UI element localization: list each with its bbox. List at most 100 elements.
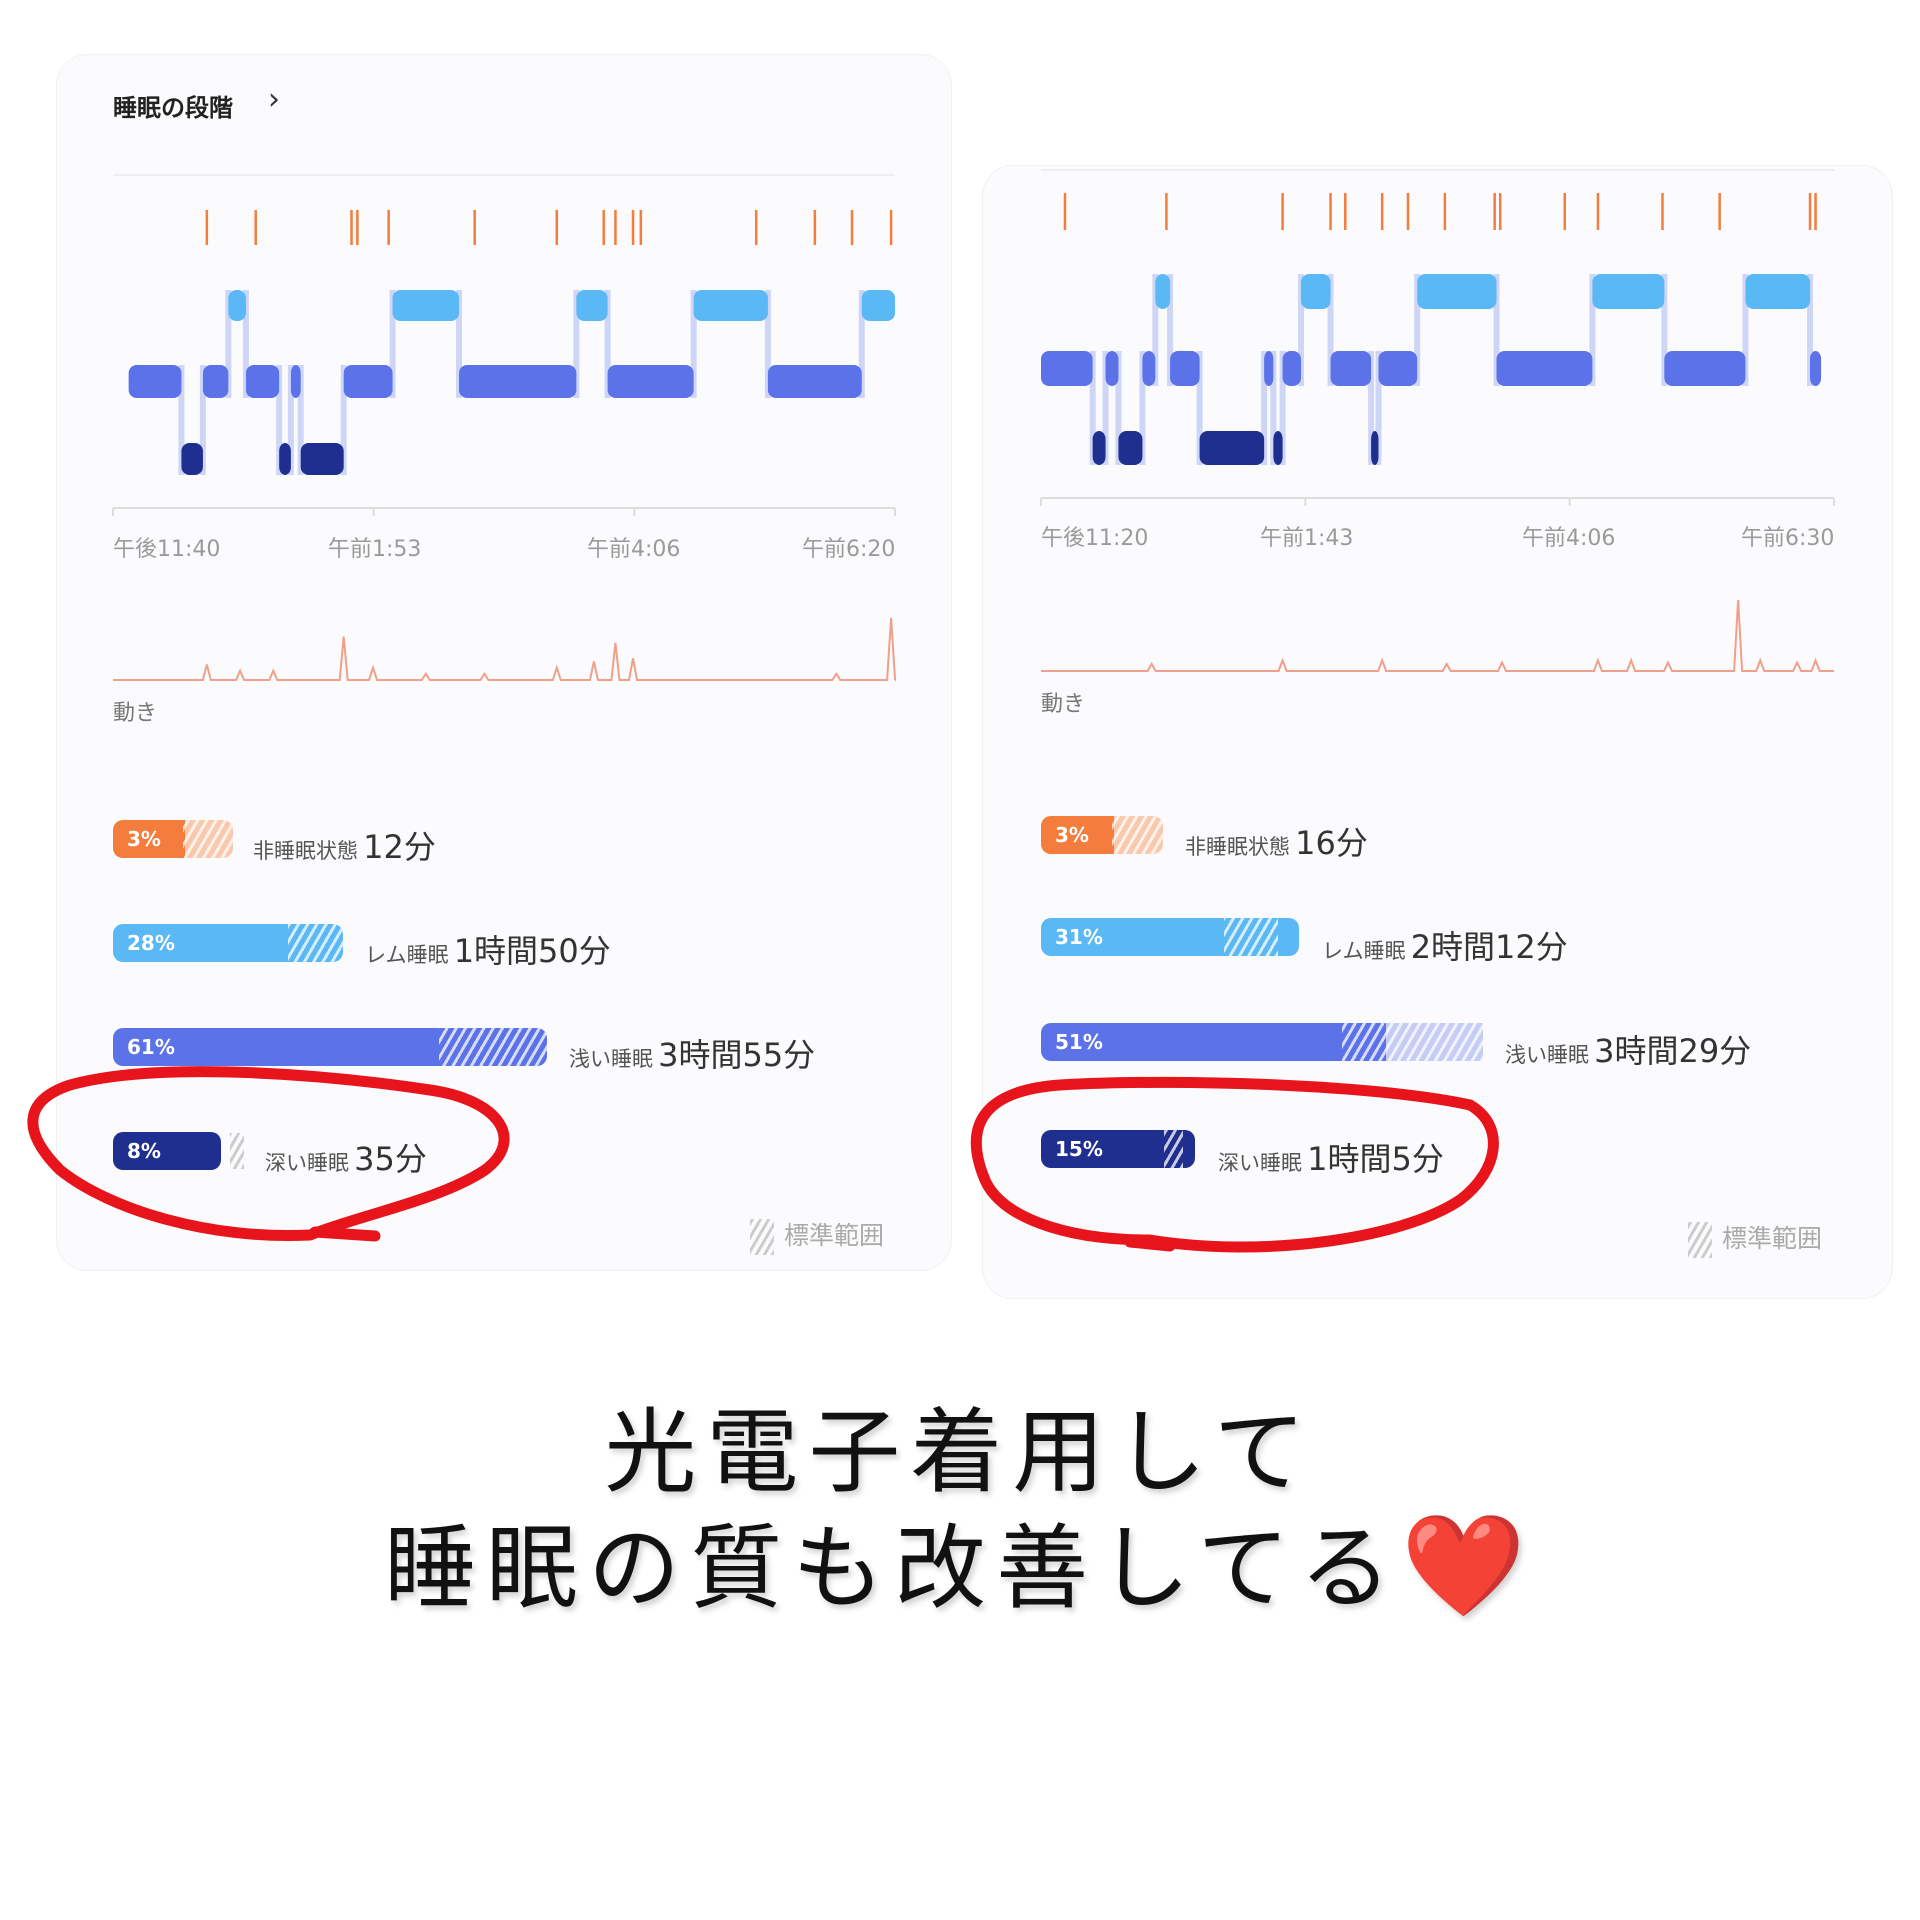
normal-range-legend: 標準範囲 (750, 1216, 884, 1255)
stage-transition (1196, 351, 1203, 465)
stage-transition (297, 365, 304, 475)
stage-segment-deep (279, 443, 291, 475)
stage-segment-light (202, 365, 229, 398)
x-tick: 午前6:30 (1741, 526, 1835, 551)
stage-transition (1327, 274, 1334, 386)
x-tick: 午前6:20 (802, 537, 896, 562)
legend-row-rem: レム睡眠 2時間12分 (1322, 928, 1568, 966)
stage-transition (1368, 351, 1375, 465)
stage-transition (1414, 274, 1421, 386)
legend-bar-awake: 3% (113, 820, 233, 858)
legend-bar-awake: 3% (1041, 816, 1163, 854)
caption-line-2: 睡眠の質も改善してる❤️ (384, 1507, 1536, 1624)
x-tick: 午前1:53 (328, 537, 422, 562)
legend-row-awake: 非睡眠状態 12分 (253, 828, 436, 866)
stage-segment-light (343, 365, 393, 398)
stage-segment-rem (1301, 274, 1331, 309)
x-tick: 午後11:40 (113, 537, 221, 562)
stage-transition (1261, 351, 1268, 465)
stage-segment-light (1142, 351, 1156, 386)
stage-segment-light (459, 365, 577, 398)
stage-segment-deep (1092, 431, 1106, 465)
stage-transition (1139, 351, 1146, 465)
stage-transition (764, 290, 771, 398)
hatch-swatch-icon (1688, 1222, 1712, 1258)
stage-transition (858, 290, 865, 398)
stage-transition (1115, 351, 1122, 465)
x-tick: 午前4:06 (1522, 526, 1616, 551)
stage-segment-light (1105, 351, 1119, 386)
stage-transition (242, 290, 249, 398)
stage-transition (178, 365, 185, 475)
hatch-swatch-icon (750, 1219, 774, 1255)
stage-segment-light (1496, 351, 1593, 386)
legend-row-rem: レム睡眠 1時間50分 (365, 932, 611, 970)
section-title[interactable]: 睡眠の段階 (113, 94, 233, 122)
normal-range-legend: 標準範囲 (1688, 1219, 1822, 1258)
x-tick: 午前4:06 (587, 537, 681, 562)
x-tick: 午後11:20 (1041, 526, 1149, 551)
stage-segment-deep (1199, 431, 1265, 465)
stage-transition (1167, 274, 1174, 386)
red-circle-annotation (27, 1066, 510, 1242)
stage-segment-rem (1417, 274, 1497, 309)
caption-line-1: 光電子着用して (604, 1399, 1316, 1506)
legend-bar-rem: 31% (1041, 918, 1299, 956)
stage-segment-rem (576, 290, 608, 321)
stage-transition (1742, 274, 1749, 386)
stage-transition (1279, 351, 1286, 465)
legend-row-light: 浅い睡眠 3時間55分 (569, 1036, 816, 1074)
stage-transition (690, 290, 697, 398)
legend-bar-rem: 28% (113, 924, 343, 962)
legend-bar-deep: 8% (113, 1132, 221, 1170)
x-tick: 午前1:43 (1260, 526, 1354, 551)
movement-label: 動き (1041, 692, 1086, 717)
stage-segment-rem (392, 290, 460, 321)
stage-segment-light (1041, 351, 1093, 386)
stage-transition (225, 290, 232, 398)
stage-segment-deep (181, 443, 203, 475)
stage-segment-light (607, 365, 694, 398)
stage-segment-rem (1745, 274, 1811, 309)
stage-segment-deep (1371, 431, 1379, 465)
stage-segment-light (290, 365, 301, 398)
red-circle-annotation (970, 1076, 1499, 1253)
stage-transition (1089, 351, 1096, 465)
stage-segment-rem (693, 290, 768, 321)
stage-transition (1589, 274, 1596, 386)
stage-transition (573, 290, 580, 398)
normal-range-hatch (230, 1133, 244, 1169)
stage-segment-light (245, 365, 280, 398)
movement-label: 動き (113, 701, 158, 726)
stage-segment-rem (1592, 274, 1665, 309)
legend-row-deep: 深い睡眠 35分 (265, 1140, 427, 1178)
stage-segment-deep (300, 443, 344, 475)
stage-segment-light (1170, 351, 1200, 386)
stage-segment-deep (1118, 431, 1143, 465)
stage-transition (340, 365, 347, 475)
stage-transition (456, 290, 463, 398)
legend-bar-light: 61% (113, 1028, 547, 1066)
chevron-right-icon[interactable]: › (268, 82, 280, 117)
stage-transition (1375, 351, 1382, 465)
stage-transition (1807, 274, 1814, 386)
stage-segment-light (128, 365, 182, 398)
legend-bar-light: 51% (1041, 1023, 1483, 1061)
legend-row-deep: 深い睡眠 1時間5分 (1218, 1140, 1444, 1178)
legend-row-awake: 非睡眠状態 16分 (1185, 824, 1368, 862)
stage-transition (1152, 274, 1159, 386)
stage-transition (276, 365, 283, 475)
stage-segment-light (1330, 351, 1372, 386)
stage-segment-deep (1273, 431, 1283, 465)
stage-transition (1102, 351, 1109, 465)
legend-row-light: 浅い睡眠 3時間29分 (1505, 1032, 1752, 1070)
stage-transition (1493, 274, 1500, 386)
stage-segment-light (767, 365, 862, 398)
stage-transition (1298, 274, 1305, 386)
stage-transition (1270, 351, 1277, 465)
stage-transition (199, 365, 206, 475)
legend-bar-deep: 15% (1041, 1130, 1195, 1168)
stage-transition (389, 290, 396, 398)
stage-segment-rem (1155, 274, 1171, 309)
stage-segment-light (1810, 351, 1822, 386)
